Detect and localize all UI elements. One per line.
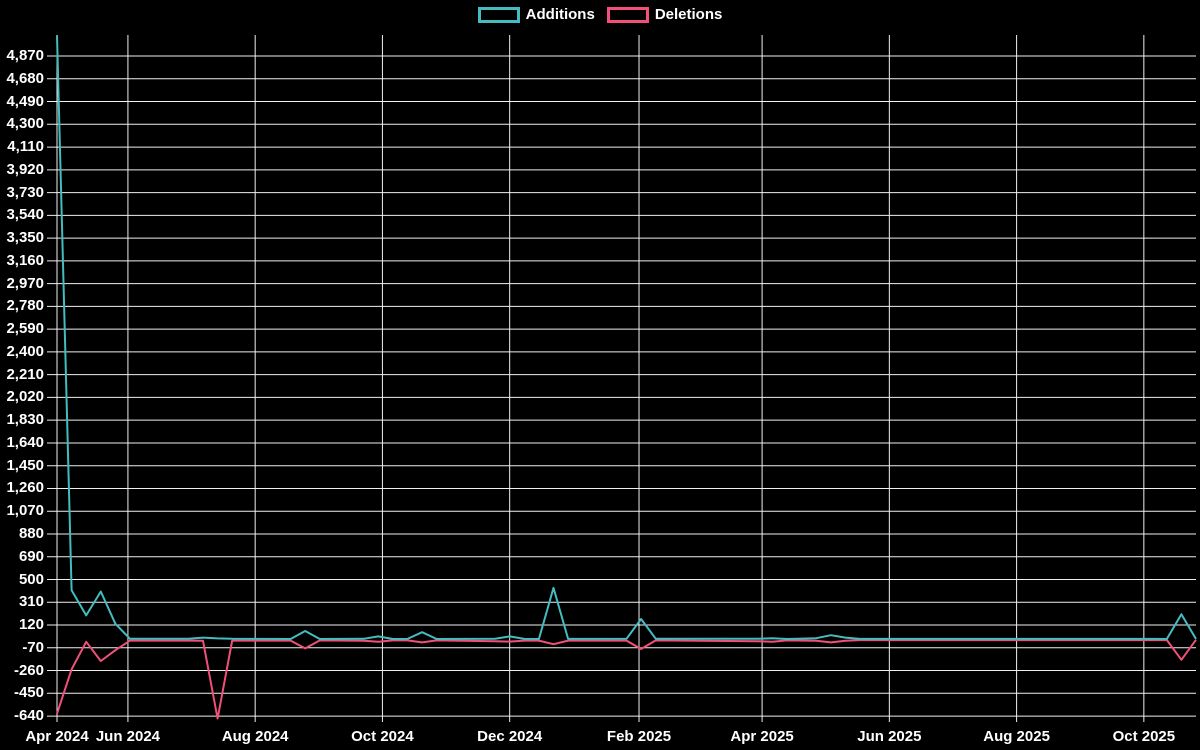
y-tick-label: -640 [13, 707, 44, 725]
x-tick-label: Apr 2024 [25, 728, 89, 745]
y-tick-label: 3,350 [6, 229, 44, 247]
legend-item-additions[interactable]: Additions [477, 6, 595, 23]
y-tick-label: 3,160 [6, 251, 44, 269]
y-tick-label: 120 [18, 616, 44, 634]
y-tick-label: 2,210 [6, 365, 44, 383]
x-tick-label: Aug 2024 [221, 728, 289, 745]
y-tick-label: 1,640 [6, 433, 44, 451]
chart-legend: Additions Deletions [0, 6, 1200, 23]
x-tick-label: Feb 2025 [606, 728, 672, 745]
x-tick-label: Oct 2025 [1112, 728, 1176, 745]
legend-item-deletions[interactable]: Deletions [606, 6, 723, 23]
deletions-line[interactable] [56, 639, 1197, 720]
y-tick-label: 4,490 [6, 92, 44, 110]
y-tick-label: 310 [18, 593, 44, 611]
y-tick-label: 4,110 [7, 138, 44, 156]
y-tick-label: 4,870 [6, 47, 44, 65]
y-tick-label: 2,400 [6, 342, 44, 360]
x-tick-label: Apr 2025 [730, 728, 794, 745]
y-tick-label: 2,590 [6, 320, 44, 338]
y-tick-label: 1,830 [6, 411, 44, 429]
y-tick-label: 500 [18, 570, 44, 588]
y-tick-label: 4,300 [6, 115, 44, 133]
y-tick-label: -70 [22, 638, 44, 656]
x-tick-label: Aug 2025 [983, 728, 1050, 745]
deletions-swatch-icon [606, 6, 649, 23]
y-tick-label: 3,540 [6, 206, 44, 224]
legend-label-additions: Additions [525, 6, 595, 23]
x-tick-label: Jun 2024 [95, 728, 161, 745]
y-tick-label: 1,260 [6, 479, 44, 497]
x-tick-label: Dec 2024 [477, 728, 543, 745]
y-tick-label: 3,920 [6, 160, 44, 178]
y-tick-label: 3,730 [6, 183, 44, 201]
y-tick-label: 1,450 [6, 456, 44, 474]
y-tick-label: 4,680 [6, 69, 44, 87]
y-tick-label: 2,020 [6, 388, 44, 406]
y-tick-label: 690 [18, 547, 44, 565]
additions-line[interactable] [56, 35, 1197, 640]
y-tick-label: -260 [13, 661, 44, 679]
y-tick-label: 1,070 [6, 502, 44, 520]
x-tick-label: Oct 2024 [351, 728, 414, 745]
additions-swatch-icon [477, 6, 520, 23]
x-tick-label: Jun 2025 [857, 728, 922, 745]
y-tick-label: 2,780 [6, 297, 44, 315]
y-tick-label: 880 [18, 524, 44, 542]
y-tick-label: 2,970 [6, 274, 44, 292]
legend-label-deletions: Deletions [654, 6, 723, 23]
y-tick-label: -450 [13, 684, 44, 702]
